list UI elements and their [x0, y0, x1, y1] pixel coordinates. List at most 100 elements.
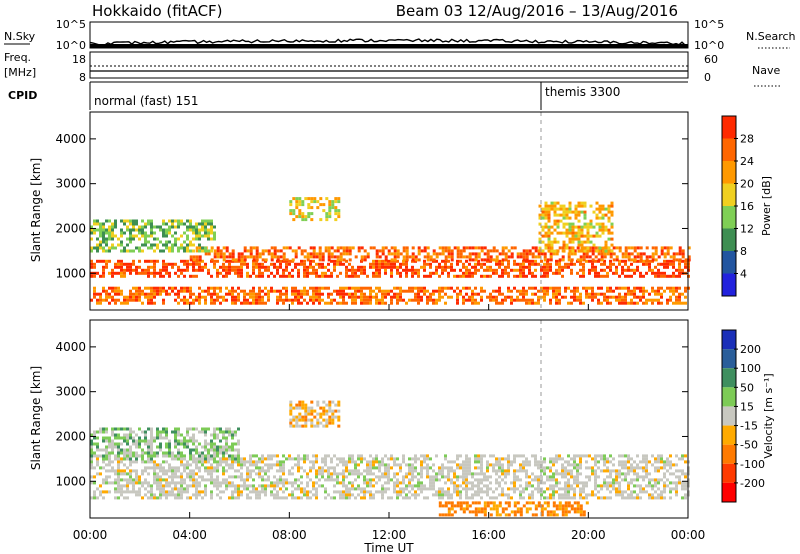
heatmap-cell — [357, 249, 361, 253]
heatmap-cell — [601, 228, 605, 232]
heatmap-cell — [174, 472, 177, 476]
heatmap-cell — [387, 478, 390, 482]
heatmap-cell — [675, 469, 678, 473]
heatmap-cell — [447, 259, 450, 263]
heatmap-cell — [144, 271, 147, 275]
heatmap-cell — [258, 475, 261, 479]
heatmap-cell — [279, 496, 282, 500]
heatmap-cell — [129, 240, 132, 244]
heatmap-cell — [295, 421, 299, 425]
heatmap-cell — [423, 292, 426, 296]
heatmap-cell — [507, 289, 510, 293]
heatmap-cell — [654, 274, 657, 278]
heatmap-cell — [334, 403, 338, 407]
heatmap-cell — [597, 475, 600, 479]
heatmap-cell — [606, 265, 609, 269]
heatmap-cell — [669, 463, 672, 467]
heatmap-cell — [168, 228, 171, 232]
heatmap-cell — [549, 457, 552, 461]
heatmap-cell — [438, 298, 441, 302]
heatmap-cell — [123, 436, 126, 440]
heatmap-cell — [234, 469, 237, 473]
heatmap-cell — [129, 463, 132, 467]
heatmap-cell — [321, 265, 324, 269]
heatmap-cell — [216, 451, 219, 455]
heatmap-cell — [267, 298, 270, 302]
heatmap-cell — [441, 259, 444, 263]
heatmap-cell — [585, 501, 589, 505]
heatmap-cell — [255, 460, 258, 464]
heatmap-cell — [162, 301, 165, 305]
heatmap-cell — [477, 301, 480, 305]
heatmap-cell — [141, 249, 144, 253]
heatmap-cell — [295, 206, 299, 210]
heatmap-cell — [513, 454, 516, 458]
heatmap-cell — [594, 478, 597, 482]
heatmap-cell — [336, 481, 339, 485]
heatmap-cell — [450, 504, 454, 508]
heatmap-cell — [267, 249, 271, 253]
heatmap-cell — [159, 289, 162, 293]
heatmap-cell — [174, 484, 177, 488]
heatmap-cell — [603, 481, 606, 485]
heatmap-cell — [681, 496, 684, 500]
heatmap-cell — [492, 298, 495, 302]
heatmap-cell — [474, 255, 478, 259]
heatmap-cell — [222, 478, 225, 482]
heatmap-cell — [111, 427, 114, 431]
heatmap-cell — [213, 301, 216, 305]
heatmap-cell — [105, 249, 108, 253]
heatmap-cell — [204, 490, 207, 494]
heatmap-cell — [237, 268, 240, 272]
heatmap-cell — [189, 258, 193, 262]
heatmap-cell — [471, 289, 474, 293]
heatmap-cell — [534, 487, 537, 491]
heatmap-cell — [237, 457, 240, 461]
heatmap-cell — [322, 412, 326, 416]
heatmap-cell — [111, 228, 114, 232]
heatmap-cell — [102, 274, 105, 278]
heatmap-cell — [174, 286, 177, 290]
heatmap-cell — [159, 268, 162, 272]
heatmap-cell — [565, 243, 569, 247]
heatmap-cell — [609, 295, 612, 299]
heatmap-cell — [324, 454, 327, 458]
heatmap-cell — [93, 430, 96, 434]
heatmap-cell — [183, 487, 186, 491]
heatmap-cell — [420, 469, 423, 473]
heatmap-cell — [357, 265, 360, 269]
heatmap-cell — [366, 466, 369, 470]
heatmap-cell — [486, 252, 490, 256]
heatmap-cell — [630, 481, 633, 485]
heatmap-cell — [342, 286, 345, 290]
heatmap-cell — [561, 496, 564, 500]
heatmap-cell — [135, 265, 138, 269]
heatmap-cell — [525, 255, 529, 259]
heatmap-cell — [636, 295, 639, 299]
heatmap-cell — [99, 484, 102, 488]
heatmap-cell — [114, 436, 117, 440]
heatmap-cell — [150, 219, 153, 223]
heatmap-cell — [573, 262, 576, 266]
heatmap-cell — [231, 484, 234, 488]
heatmap-cell — [429, 484, 432, 488]
heatmap-cell — [147, 439, 150, 443]
heatmap-cell — [318, 262, 321, 266]
heatmap-cell — [252, 262, 255, 266]
heatmap-cell — [552, 463, 555, 467]
heatmap-cell — [525, 457, 528, 461]
heatmap-cell — [240, 484, 243, 488]
y-tick-label: 2000 — [55, 429, 86, 443]
heatmap-cell — [270, 481, 273, 485]
heatmap-cell — [249, 274, 252, 278]
heatmap-cell — [93, 442, 96, 446]
heatmap-cell — [318, 249, 322, 253]
heatmap-cell — [306, 493, 309, 497]
heatmap-cell — [534, 246, 538, 250]
heatmap-cell — [571, 231, 575, 235]
heatmap-cell — [138, 231, 141, 235]
heatmap-cell — [183, 463, 186, 467]
heatmap-cell — [213, 454, 216, 458]
heatmap-cell — [99, 274, 102, 278]
heatmap-cell — [339, 255, 343, 259]
